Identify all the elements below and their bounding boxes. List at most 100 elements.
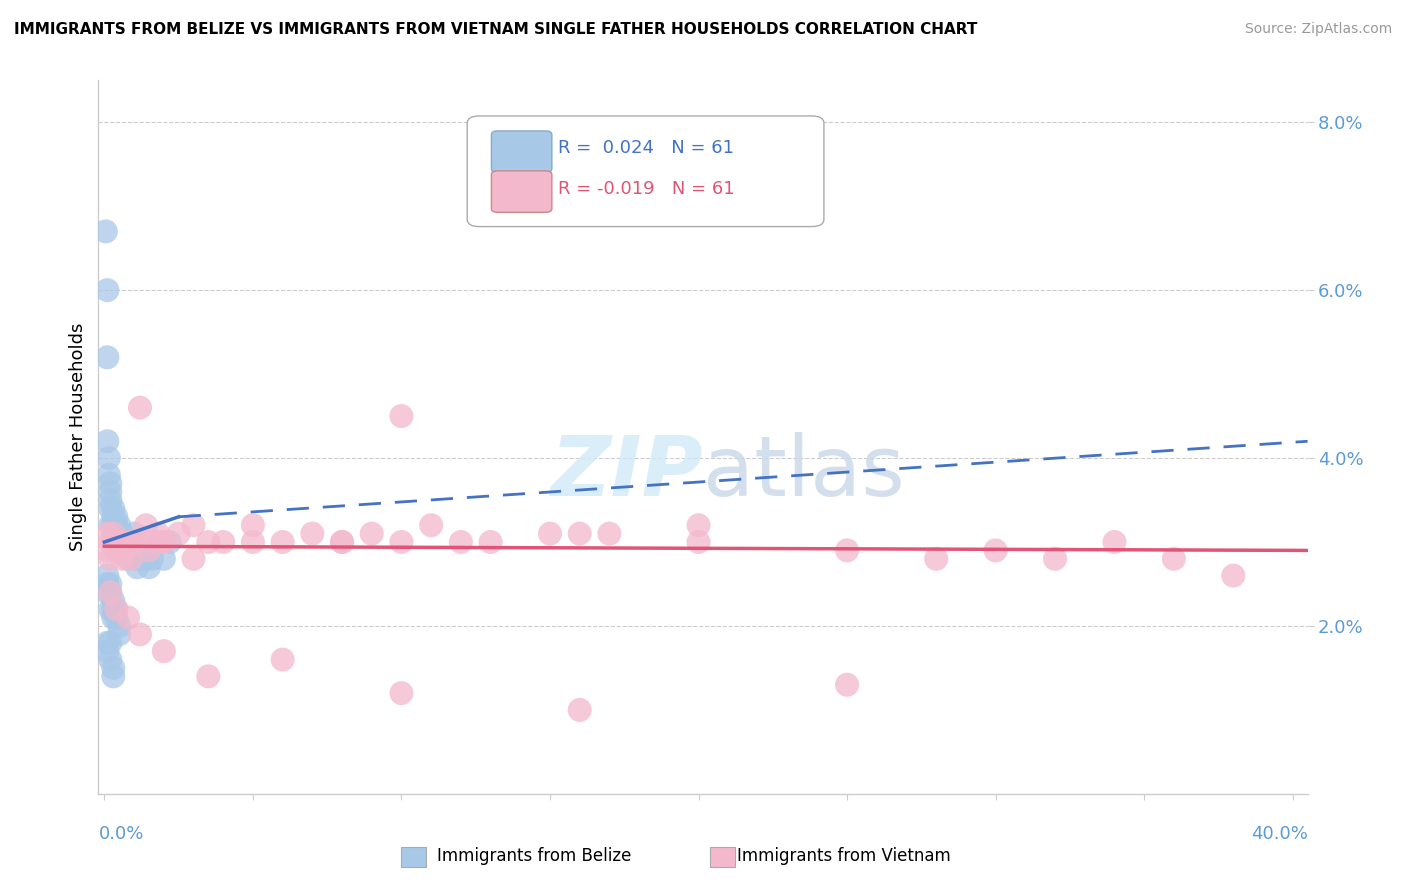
Point [1043, 551, 1066, 566]
Point [120, 543, 142, 558]
Point [98, 476, 121, 491]
Point [301, 526, 323, 541]
Point [111, 551, 134, 566]
Point [108, 543, 131, 558]
Point [96, 283, 118, 297]
Point [1104, 535, 1126, 549]
Point [138, 543, 160, 558]
Point [98, 577, 121, 591]
Point [98, 636, 121, 650]
Point [108, 619, 131, 633]
Point [925, 551, 948, 566]
Text: 40.0%: 40.0% [1251, 825, 1308, 843]
Text: ZIP: ZIP [550, 433, 703, 513]
Point [129, 551, 152, 566]
Point [152, 535, 174, 549]
Text: Source: ZipAtlas.com: Source: ZipAtlas.com [1244, 22, 1392, 37]
Point [391, 686, 413, 700]
Point [103, 661, 125, 675]
Text: atlas: atlas [703, 433, 904, 513]
Point [129, 401, 152, 415]
Point [97, 467, 120, 482]
Point [98, 551, 121, 566]
Point [391, 535, 413, 549]
Point [450, 535, 472, 549]
Point [111, 543, 134, 558]
Point [122, 551, 145, 566]
Point [105, 602, 128, 616]
Point [96, 568, 118, 582]
Point [135, 551, 157, 566]
Point [105, 509, 128, 524]
Point [141, 535, 163, 549]
Point [98, 585, 121, 599]
Point [135, 518, 157, 533]
Point [152, 535, 174, 549]
Point [94, 224, 117, 238]
Point [146, 535, 169, 549]
Point [98, 501, 121, 516]
Point [98, 602, 121, 616]
Point [117, 535, 139, 549]
Point [96, 644, 118, 658]
Point [212, 535, 235, 549]
Point [105, 518, 128, 533]
Text: 0.0%: 0.0% [98, 825, 143, 843]
Point [122, 535, 145, 549]
Text: R = -0.019   N = 61: R = -0.019 N = 61 [558, 180, 734, 198]
Point [108, 627, 131, 641]
Point [420, 518, 443, 533]
Point [183, 518, 205, 533]
Point [98, 535, 121, 549]
Point [197, 669, 219, 683]
Point [598, 526, 620, 541]
Point [96, 636, 118, 650]
Text: R =  0.024   N = 61: R = 0.024 N = 61 [558, 139, 734, 157]
Point [688, 518, 710, 533]
Point [108, 535, 131, 549]
Point [114, 535, 136, 549]
Point [138, 560, 160, 574]
Point [146, 526, 169, 541]
Point [96, 351, 118, 365]
Point [103, 535, 125, 549]
Point [122, 535, 145, 549]
Point [103, 509, 125, 524]
Point [111, 535, 134, 549]
FancyBboxPatch shape [492, 171, 551, 212]
FancyBboxPatch shape [467, 116, 824, 227]
Point [271, 652, 294, 666]
Y-axis label: Single Father Households: Single Father Households [69, 323, 87, 551]
Point [114, 543, 136, 558]
Point [111, 526, 134, 541]
Point [152, 551, 174, 566]
Point [242, 518, 264, 533]
Point [330, 535, 353, 549]
Point [96, 526, 118, 541]
Point [96, 577, 118, 591]
Point [105, 543, 128, 558]
Point [1222, 568, 1244, 582]
Point [129, 627, 152, 641]
Point [105, 602, 128, 616]
Point [120, 535, 142, 549]
Point [98, 652, 121, 666]
Point [103, 594, 125, 608]
Point [103, 610, 125, 624]
Point [479, 535, 502, 549]
Point [103, 602, 125, 616]
Text: Immigrants from Belize: Immigrants from Belize [437, 847, 631, 865]
Point [111, 535, 134, 549]
Point [183, 551, 205, 566]
Point [122, 526, 145, 541]
Point [152, 644, 174, 658]
Point [105, 526, 128, 541]
Point [96, 543, 118, 558]
Point [96, 585, 118, 599]
Point [568, 526, 591, 541]
Point [98, 493, 121, 508]
Point [568, 703, 591, 717]
Text: Immigrants from Vietnam: Immigrants from Vietnam [737, 847, 950, 865]
Point [125, 560, 148, 574]
Point [835, 543, 858, 558]
